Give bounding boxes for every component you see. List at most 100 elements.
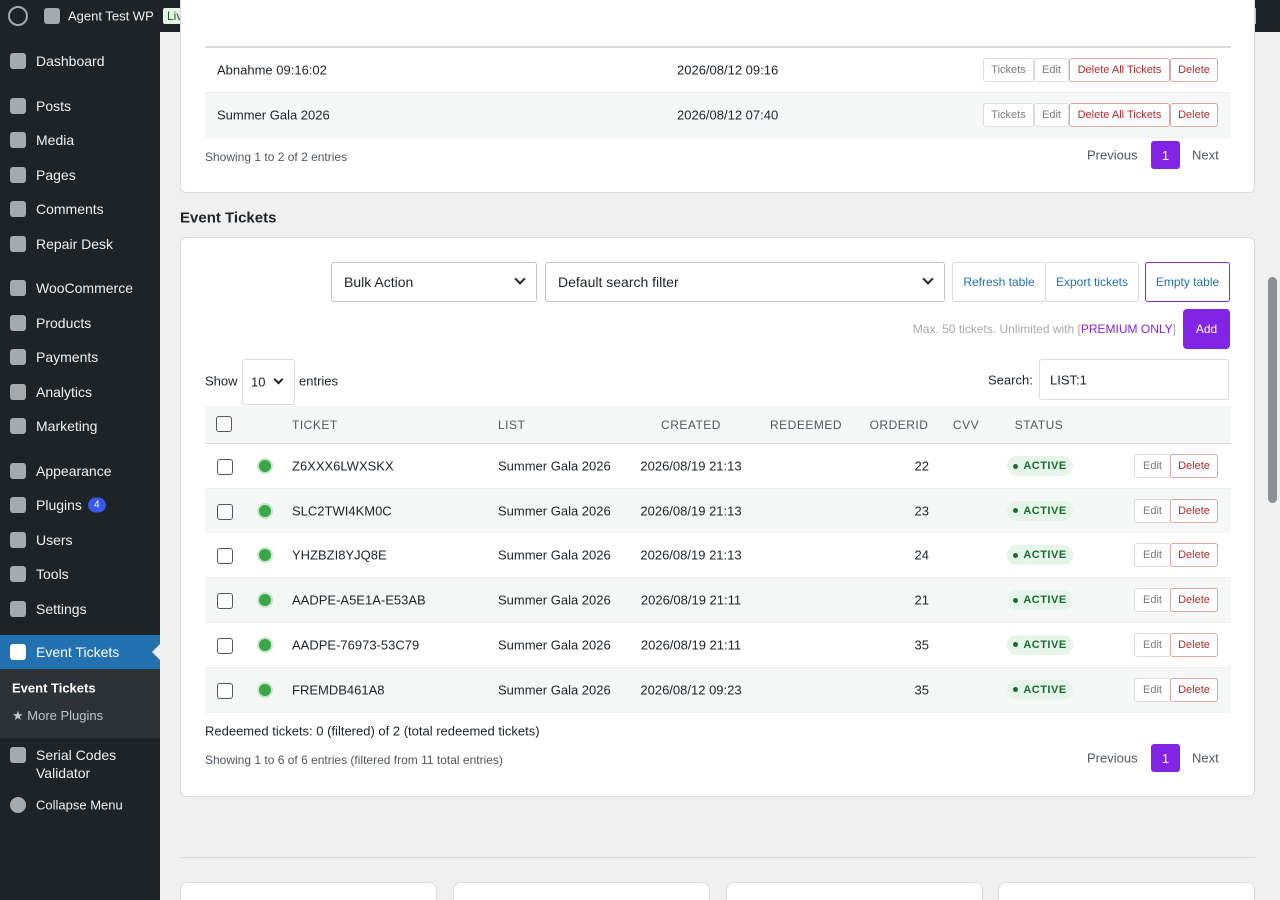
icon (10, 566, 26, 583)
action-button[interactable]: Tickets (983, 58, 1034, 82)
menu-item[interactable]: Serial Codes Validator (36, 747, 117, 781)
select[interactable]: Bulk Action (331, 262, 537, 302)
status-badge: ACTIVE (1007, 500, 1073, 521)
wp-logo[interactable] (8, 6, 28, 26)
site-name[interactable]: Agent Test WP (68, 8, 154, 24)
select-all[interactable] (216, 416, 232, 432)
row-checkbox[interactable] (217, 682, 233, 699)
menu-item[interactable]: WooCommerce (36, 280, 133, 297)
menu-item[interactable]: Dashboard (36, 53, 105, 69)
row-checkbox[interactable] (217, 637, 233, 654)
ticket-code: AADPE-A5E1A-E53AB (292, 592, 426, 608)
expand-icon[interactable] (257, 502, 273, 519)
column-header[interactable]: STATUS (1014, 418, 1064, 432)
list-row: Abnahme 09:16:02 2026/08/12 09:16 Tickets E… (205, 48, 1231, 93)
row-checkbox[interactable] (217, 548, 233, 565)
expand-icon[interactable] (257, 681, 273, 698)
note-part[interactable]: PREMIUM ONLY (1080, 322, 1173, 336)
icon (10, 201, 26, 218)
submenu-item[interactable]: Event Tickets (12, 680, 96, 696)
action-button[interactable]: Delete (1170, 632, 1218, 657)
length-select[interactable]: 10 (242, 359, 295, 405)
expand-icon[interactable] (257, 458, 273, 474)
menu-item[interactable]: Plugins (36, 497, 82, 514)
ticket-created: 2026/08/19 21:13 (640, 547, 742, 563)
menu-item[interactable]: Analytics (36, 383, 93, 400)
action-button[interactable]: Delete (1170, 103, 1218, 127)
menu-item[interactable]: Marketing (36, 418, 98, 434)
collapse-menu[interactable]: Collapse Menu (36, 797, 123, 813)
action-button[interactable]: Delete (1170, 543, 1218, 568)
button-refresh[interactable]: Refresh table (952, 262, 1046, 302)
ticket-code: AADPE-76973-53C79 (292, 637, 420, 653)
column-header[interactable]: TICKET (292, 418, 338, 432)
menu-item[interactable]: Repair Desk (36, 235, 114, 252)
pagination-previous[interactable]: Previous (1087, 750, 1138, 766)
pagination-current[interactable]: 1 (1151, 141, 1180, 169)
search-value: LIST:1 (1050, 372, 1087, 388)
row-checkbox[interactable] (217, 503, 233, 520)
column-header[interactable]: CVV (952, 418, 980, 432)
column-header[interactable]: LIST (498, 418, 526, 432)
action-button[interactable]: Tickets (983, 103, 1034, 127)
pagination-next[interactable]: Next (1192, 147, 1219, 163)
icon (44, 8, 60, 24)
expand-icon[interactable] (257, 592, 273, 609)
pagination-next[interactable]: Next (1192, 750, 1219, 766)
column-header[interactable]: CREATED (661, 418, 721, 432)
menu-item[interactable]: Event Tickets (36, 644, 120, 660)
action-button[interactable]: Edit (1134, 543, 1171, 568)
search-input[interactable]: LIST:1 (1039, 359, 1229, 400)
action-button[interactable]: Edit (1134, 454, 1171, 478)
list-name: Summer Gala 2026 (217, 107, 330, 123)
menu-item[interactable]: Tools (36, 566, 69, 583)
row-checkbox[interactable] (217, 593, 233, 610)
button-empty[interactable]: Empty table (1145, 262, 1230, 302)
menu-item[interactable]: Appearance (36, 462, 112, 479)
action-button[interactable]: Delete (1170, 677, 1218, 702)
select-text: Bulk Action (344, 274, 414, 290)
expand-icon[interactable] (257, 636, 273, 653)
list-date: 2026/08/12 09:16 (677, 62, 779, 78)
scrollbar-thumb[interactable] (1268, 277, 1277, 503)
menu-item[interactable]: Pages (36, 166, 76, 183)
column-header[interactable]: REDEEMED (769, 418, 843, 432)
action-button[interactable]: Edit (1034, 58, 1069, 82)
menu-item[interactable]: Settings (36, 600, 87, 617)
submenu-item[interactable]: ★ More Plugins (12, 708, 104, 723)
action-button[interactable]: Delete (1170, 454, 1218, 478)
icon (10, 531, 26, 548)
note-part: ] (1172, 322, 1176, 336)
action-button[interactable]: Edit (1034, 103, 1069, 127)
ticket-code: FREMDB461A8 (292, 682, 385, 697)
column-header[interactable]: ORDERID (869, 418, 929, 432)
button-export[interactable]: Export tickets (1045, 262, 1139, 302)
status-text: ACTIVE (1023, 549, 1067, 562)
expand-icon[interactable] (257, 547, 273, 564)
action-button[interactable]: Delete (1170, 588, 1218, 613)
action-button[interactable]: Delete (1170, 58, 1218, 82)
button-add[interactable]: Add (1183, 309, 1230, 349)
action-button[interactable]: Edit (1134, 498, 1171, 523)
menu-item[interactable]: Comments (36, 201, 104, 218)
action-button[interactable]: Edit (1134, 632, 1171, 657)
action-button[interactable]: Edit (1134, 677, 1171, 702)
ticket-orderid: 35 (914, 637, 929, 653)
pagination-current[interactable]: 1 (1151, 744, 1180, 772)
menu-item[interactable]: Posts (36, 97, 72, 114)
action-button[interactable]: Delete All Tickets (1069, 103, 1170, 127)
row-checkbox[interactable] (217, 459, 233, 475)
menu-item[interactable]: Payments (36, 349, 99, 366)
table-info: Showing 1 to 6 of 6 entries (filtered fr… (205, 753, 503, 767)
pagination-previous[interactable]: Previous (1087, 147, 1138, 163)
action-button[interactable]: Delete (1170, 498, 1218, 523)
list-row: Summer Gala 2026 2026/08/12 07:40 Tickets E… (205, 93, 1231, 138)
menu-item[interactable]: Products (36, 314, 92, 331)
table-header: TICKET LIST CREATED REDEEMED ORDERID CVV STATU… (205, 406, 1231, 444)
select[interactable]: Default search filter (545, 262, 945, 302)
action-button[interactable]: Delete All Tickets (1069, 58, 1170, 82)
menu-item[interactable]: Users (36, 531, 73, 548)
menu-item[interactable]: Media (36, 132, 75, 149)
action-button[interactable]: Edit (1134, 588, 1171, 613)
